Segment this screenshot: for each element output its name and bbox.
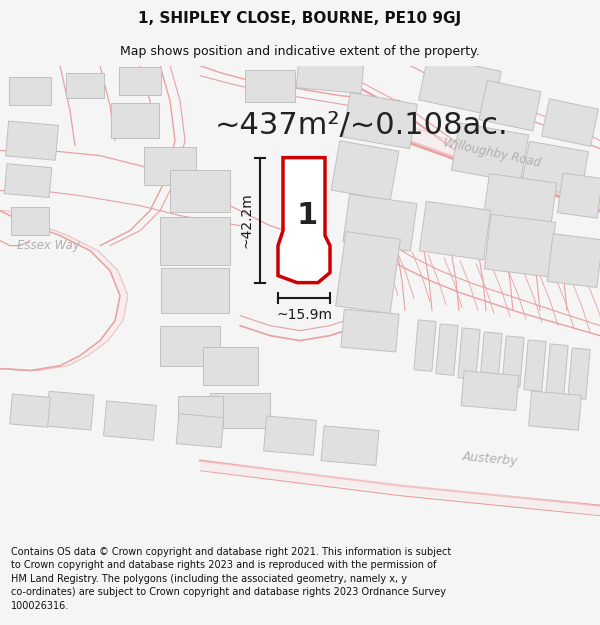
Text: Contains OS data © Crown copyright and database right 2021. This information is : Contains OS data © Crown copyright and d… [11, 546, 451, 611]
Polygon shape [542, 99, 598, 146]
Polygon shape [144, 147, 196, 184]
Polygon shape [170, 169, 230, 212]
Polygon shape [461, 371, 519, 411]
Polygon shape [160, 217, 230, 264]
Polygon shape [557, 173, 600, 218]
Polygon shape [4, 164, 52, 198]
Polygon shape [451, 123, 529, 182]
Polygon shape [161, 268, 229, 313]
Text: Map shows position and indicative extent of the property.: Map shows position and indicative extent… [120, 45, 480, 58]
Polygon shape [343, 92, 418, 149]
Text: Willoughby Road: Willoughby Road [442, 136, 542, 169]
Polygon shape [321, 426, 379, 466]
Polygon shape [546, 344, 568, 396]
Polygon shape [529, 391, 581, 430]
Polygon shape [11, 207, 49, 234]
Polygon shape [245, 69, 295, 102]
Polygon shape [419, 201, 491, 260]
Polygon shape [502, 336, 524, 388]
Polygon shape [176, 414, 224, 447]
Polygon shape [263, 416, 316, 455]
Polygon shape [331, 141, 399, 201]
Polygon shape [436, 324, 458, 376]
Polygon shape [10, 394, 50, 428]
Polygon shape [9, 77, 51, 104]
Text: Austerby: Austerby [461, 450, 518, 468]
Polygon shape [203, 347, 257, 384]
Polygon shape [458, 328, 480, 379]
Polygon shape [104, 401, 157, 440]
Polygon shape [296, 58, 364, 93]
Polygon shape [414, 320, 436, 371]
Polygon shape [178, 396, 223, 426]
Polygon shape [343, 194, 417, 251]
Polygon shape [200, 461, 600, 516]
Text: ~42.2m: ~42.2m [239, 192, 253, 248]
Polygon shape [521, 141, 589, 196]
Polygon shape [484, 214, 556, 277]
Polygon shape [480, 332, 502, 383]
Polygon shape [547, 234, 600, 288]
Polygon shape [46, 391, 94, 430]
Polygon shape [350, 106, 600, 211]
Polygon shape [568, 348, 590, 399]
Polygon shape [335, 232, 400, 314]
Text: ~15.9m: ~15.9m [276, 308, 332, 322]
Polygon shape [160, 326, 220, 366]
Polygon shape [5, 121, 58, 160]
Polygon shape [111, 103, 159, 138]
Text: 1, SHIPLEY CLOSE, BOURNE, PE10 9GJ: 1, SHIPLEY CLOSE, BOURNE, PE10 9GJ [139, 11, 461, 26]
Polygon shape [479, 81, 541, 131]
Polygon shape [119, 67, 161, 94]
Polygon shape [66, 73, 104, 98]
Text: Essex Way: Essex Way [17, 239, 79, 252]
Text: 1: 1 [296, 201, 317, 229]
Polygon shape [524, 340, 546, 391]
Polygon shape [0, 211, 128, 371]
Text: ~437m²/~0.108ac.: ~437m²/~0.108ac. [215, 111, 509, 140]
Polygon shape [278, 158, 330, 282]
Polygon shape [210, 393, 270, 428]
Polygon shape [483, 174, 557, 228]
Polygon shape [341, 309, 399, 352]
Polygon shape [419, 56, 502, 116]
